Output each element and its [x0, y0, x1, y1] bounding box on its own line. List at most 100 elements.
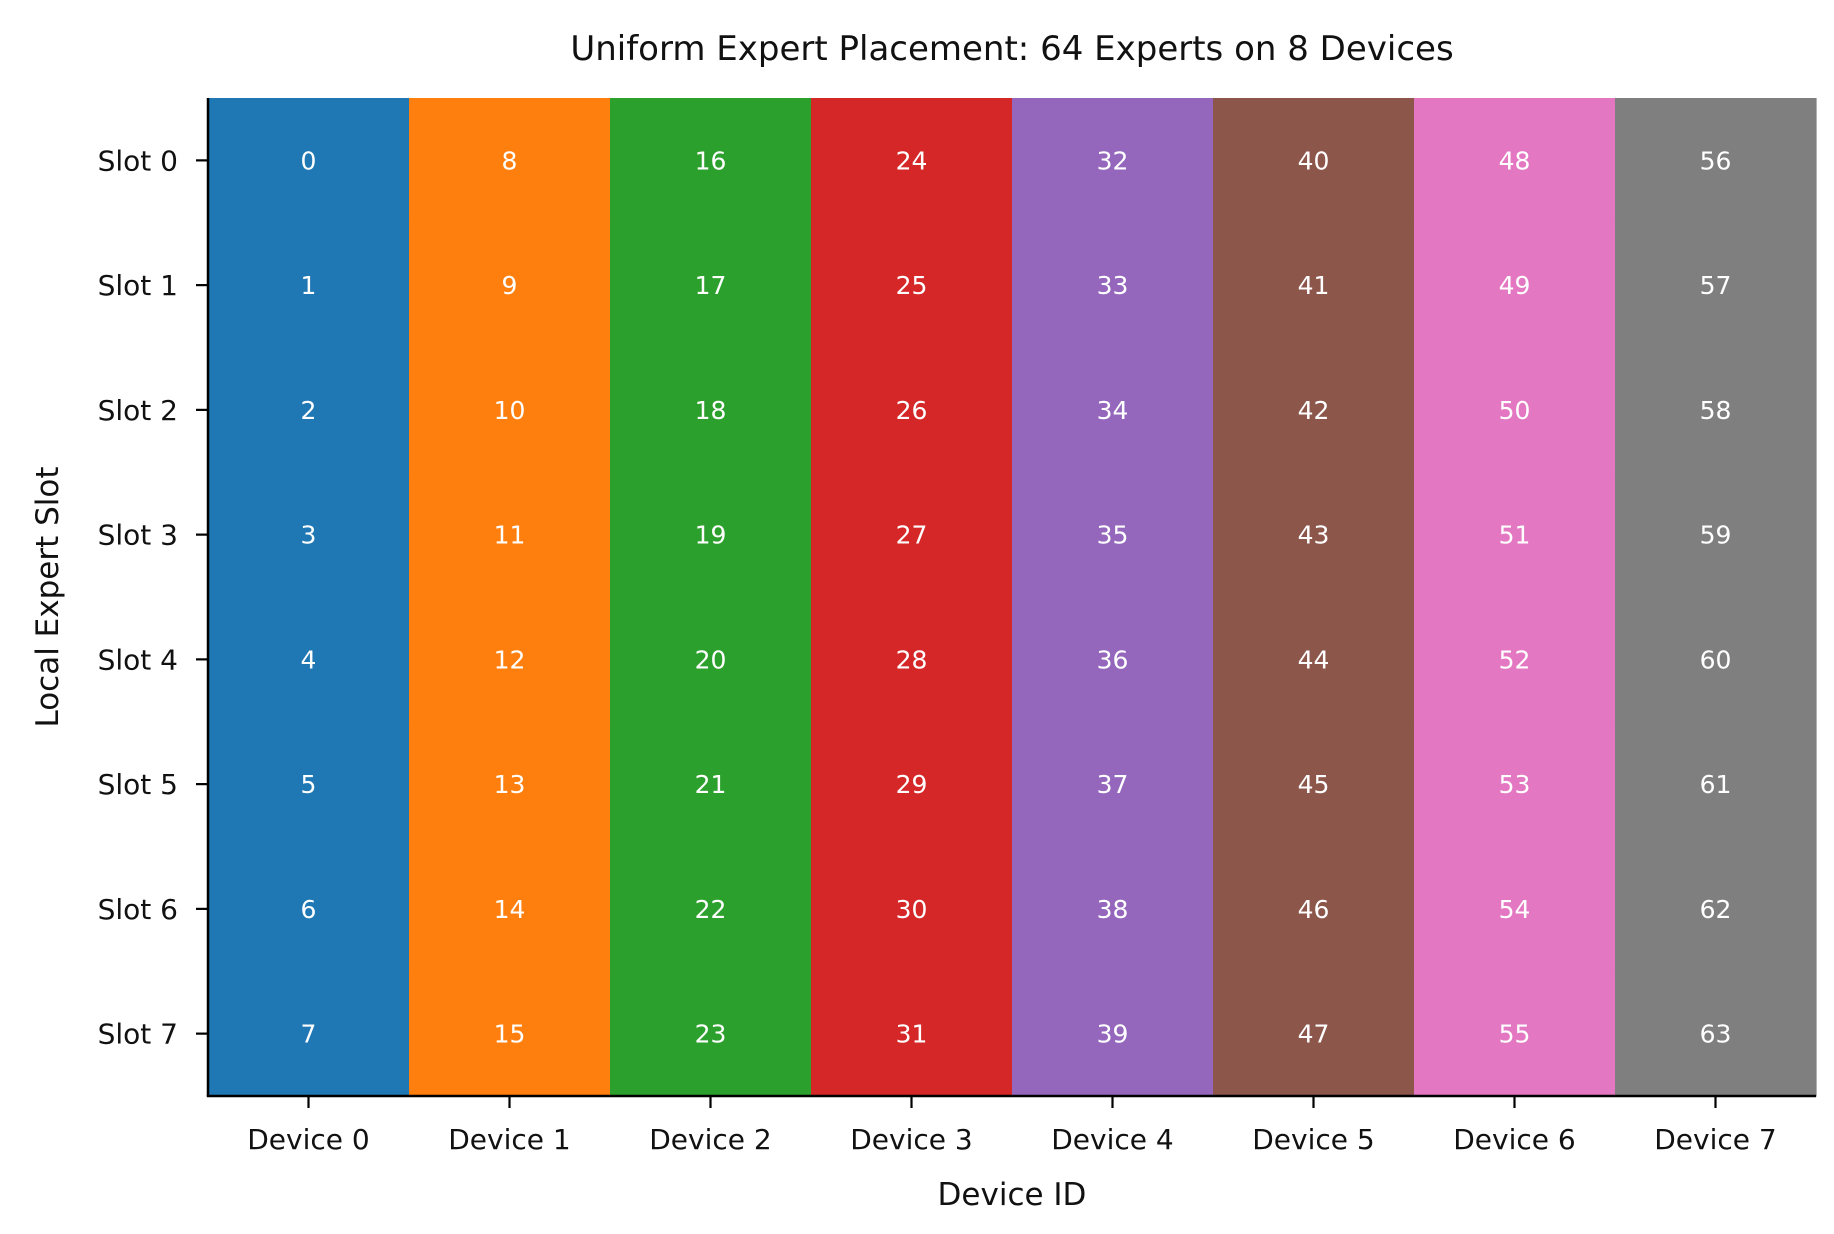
cell-value-label: 57: [1700, 271, 1732, 300]
y-tick-label: Slot 5: [98, 768, 178, 801]
heatmap-cell: [208, 721, 410, 848]
cell-value-label: 39: [1097, 1020, 1129, 1049]
heatmap-cell: [811, 222, 1013, 349]
heatmap-cell: [1012, 971, 1214, 1097]
heatmap-cell: [610, 98, 812, 224]
x-axis-label: Device ID: [938, 1177, 1087, 1213]
heatmap-cell: [1213, 597, 1415, 723]
y-tick-label: Slot 1: [98, 269, 178, 302]
heatmap-cell: [1615, 98, 1817, 224]
heatmap-cell: [1414, 472, 1616, 598]
cell-value-label: 50: [1499, 396, 1531, 425]
heatmap-cell: [1213, 472, 1415, 598]
cell-value-label: 22: [695, 895, 727, 924]
heatmap-cell: [208, 846, 410, 972]
heatmap-cell: [1213, 98, 1415, 224]
cell-value-label: 44: [1298, 645, 1330, 674]
cell-value-label: 32: [1097, 146, 1129, 175]
heatmap-cell: [1615, 597, 1817, 723]
cell-value-label: 25: [896, 271, 928, 300]
x-tick-label: Device 6: [1453, 1123, 1575, 1156]
cell-value-label: 2: [301, 396, 317, 425]
heatmap-cell: [1213, 971, 1415, 1097]
heatmap-cell: [208, 347, 410, 473]
heatmap-cell: [610, 597, 812, 723]
heatmap-cell: [1414, 98, 1616, 224]
heatmap-cell: [409, 597, 611, 723]
heatmap-cell: [610, 347, 812, 473]
x-tick-label: Device 5: [1252, 1123, 1374, 1156]
cell-value-label: 43: [1298, 521, 1330, 550]
cell-value-label: 18: [695, 396, 727, 425]
heatmap-cell: [811, 721, 1013, 848]
cell-value-label: 14: [494, 895, 526, 924]
x-tick-label: Device 0: [247, 1123, 369, 1156]
x-tick-label: Device 7: [1654, 1123, 1776, 1156]
cell-value-label: 51: [1499, 521, 1531, 550]
cell-value-label: 5: [301, 770, 317, 799]
heatmap-cell: [1414, 721, 1616, 848]
heatmap-cell: [1012, 98, 1214, 224]
heatmap-cell: [1414, 846, 1616, 972]
heatmap-cell: [409, 721, 611, 848]
y-axis-ticks: Slot 0 Slot 1 Slot 2 Slot 3 Slot 4 Slot 5 Slot…: [98, 144, 208, 1051]
heatmap-cell: [811, 846, 1013, 972]
cell-value-label: 56: [1700, 146, 1732, 175]
heatmap-cells: [208, 98, 1817, 1097]
y-tick-label: Slot 0: [98, 144, 178, 177]
heatmap-cell: [1213, 846, 1415, 972]
heatmap-cell: [409, 472, 611, 598]
cell-value-label: 11: [494, 521, 526, 550]
cell-value-label: 10: [494, 396, 526, 425]
x-tick-label: Device 4: [1051, 1123, 1173, 1156]
heatmap-cell: [1012, 721, 1214, 848]
cell-value-label: 8: [502, 146, 518, 175]
heatmap-cell: [610, 721, 812, 848]
heatmap-cell: [1213, 721, 1415, 848]
heatmap-cell: [409, 846, 611, 972]
cell-value-label: 7: [301, 1020, 317, 1049]
y-axis-label: Local Expert Slot: [30, 466, 66, 727]
cell-value-label: 13: [494, 770, 526, 799]
heatmap-cell: [409, 98, 611, 224]
cell-value-label: 55: [1499, 1020, 1531, 1049]
cell-value-label: 62: [1700, 895, 1732, 924]
cell-value-label: 20: [695, 645, 727, 674]
cell-value-label: 40: [1298, 146, 1330, 175]
cell-value-label: 21: [695, 770, 727, 799]
cell-value-label: 47: [1298, 1020, 1330, 1049]
heatmap-cell: [1615, 721, 1817, 848]
cell-value-label: 1: [301, 271, 317, 300]
cell-value-label: 46: [1298, 895, 1330, 924]
cell-value-label: 16: [695, 146, 727, 175]
cell-value-label: 59: [1700, 521, 1732, 550]
cell-value-label: 38: [1097, 895, 1129, 924]
y-tick-label: Slot 6: [98, 893, 178, 926]
cell-value-label: 36: [1097, 645, 1129, 674]
cell-value-label: 4: [301, 645, 317, 674]
heatmap-cell: [1012, 846, 1214, 972]
cell-value-label: 6: [301, 895, 317, 924]
heatmap-cell: [208, 597, 410, 723]
cell-value-label: 3: [301, 521, 317, 550]
heatmap-cell: [409, 347, 611, 473]
cell-value-label: 52: [1499, 645, 1531, 674]
heatmap-cell: [1414, 347, 1616, 473]
cell-value-label: 53: [1499, 770, 1531, 799]
heatmap-cell: [208, 222, 410, 349]
heatmap-cell: [811, 98, 1013, 224]
cell-value-label: 33: [1097, 271, 1129, 300]
cell-value-label: 60: [1700, 645, 1732, 674]
cell-value-label: 0: [301, 146, 317, 175]
cell-value-label: 30: [896, 895, 928, 924]
heatmap-cell: [409, 222, 611, 349]
heatmap-cell: [1414, 971, 1616, 1097]
heatmap-cell: [1615, 971, 1817, 1097]
cell-value-label: 35: [1097, 521, 1129, 550]
heatmap-cell: [208, 472, 410, 598]
cell-value-label: 49: [1499, 271, 1531, 300]
cell-value-label: 37: [1097, 770, 1129, 799]
heatmap-cell: [1012, 597, 1214, 723]
heatmap-cell: [208, 971, 410, 1097]
